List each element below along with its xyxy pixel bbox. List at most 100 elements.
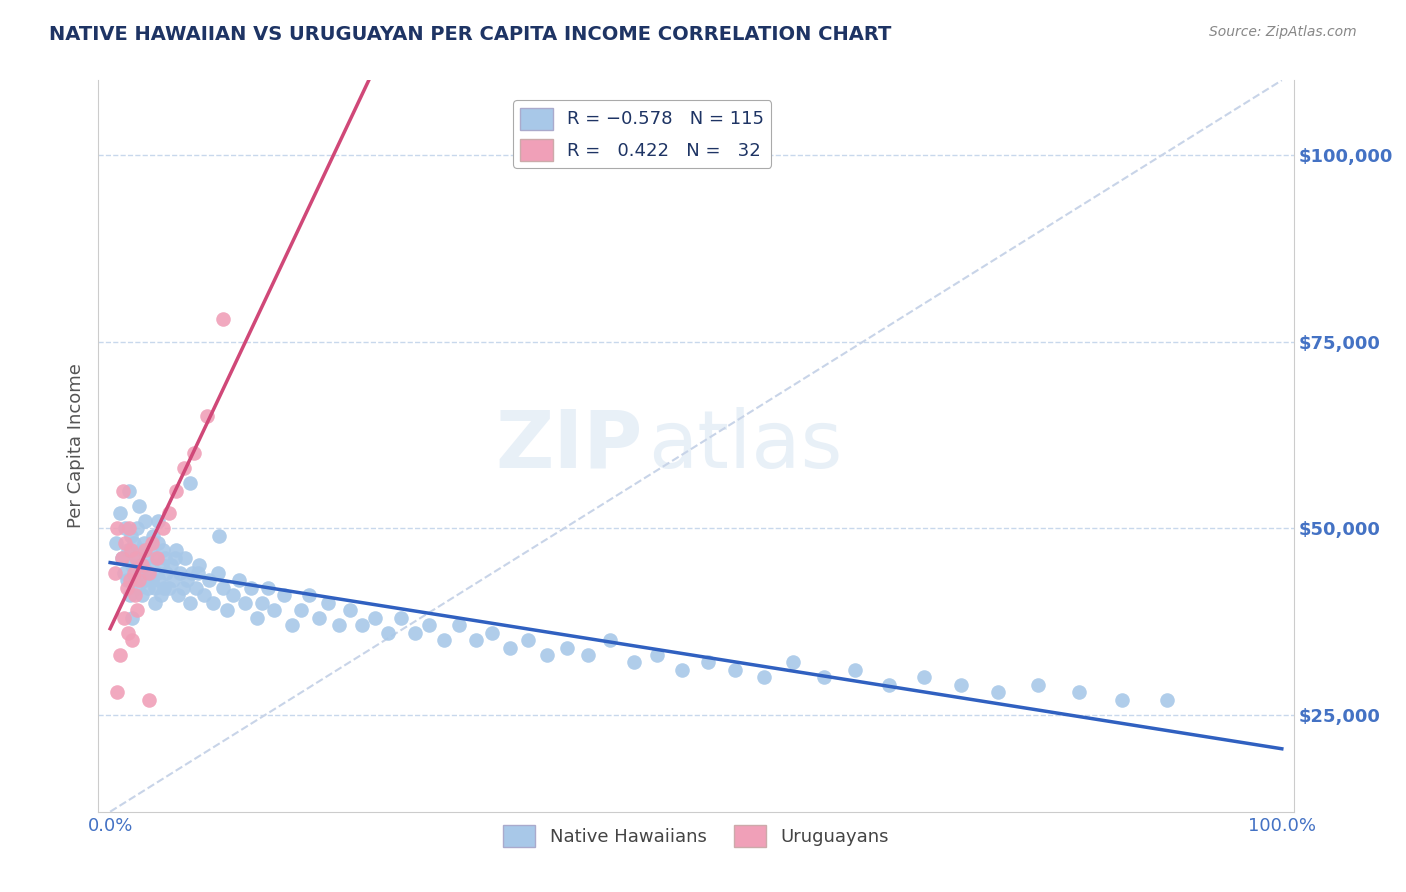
- Point: [148, 514, 170, 528]
- Point: [184, 581, 207, 595]
- Point: [114, 536, 136, 550]
- Point: [120, 574, 141, 588]
- Point: [1026, 678, 1049, 692]
- Point: [752, 670, 775, 684]
- Point: [167, 588, 190, 602]
- Point: [148, 536, 170, 550]
- Point: [129, 543, 152, 558]
- Point: [844, 663, 866, 677]
- Point: [141, 558, 163, 573]
- Point: [239, 581, 262, 595]
- Point: [143, 581, 166, 595]
- Point: [112, 566, 135, 580]
- Point: [328, 618, 350, 632]
- Point: [252, 596, 274, 610]
- Point: [118, 521, 141, 535]
- Point: [208, 528, 231, 542]
- Point: [163, 551, 186, 566]
- Point: [433, 633, 456, 648]
- Point: [179, 596, 201, 610]
- Point: [197, 574, 219, 588]
- Point: [273, 588, 295, 602]
- Point: [121, 610, 143, 624]
- Point: [389, 610, 412, 624]
- Point: [364, 610, 387, 624]
- Point: [157, 506, 180, 520]
- Point: [246, 610, 269, 624]
- Point: [377, 625, 399, 640]
- Point: [132, 536, 156, 550]
- Point: [176, 574, 198, 588]
- Point: [211, 312, 233, 326]
- Text: ZIP: ZIP: [495, 407, 643, 485]
- Point: [118, 483, 141, 498]
- Point: [135, 551, 157, 566]
- Point: [105, 521, 128, 535]
- Point: [134, 574, 156, 588]
- Point: [114, 521, 136, 535]
- Point: [724, 663, 747, 677]
- Point: [120, 528, 142, 542]
- Point: [499, 640, 522, 655]
- Point: [148, 574, 170, 588]
- Point: [121, 633, 143, 648]
- Point: [1069, 685, 1091, 699]
- Point: [404, 625, 426, 640]
- Point: [298, 588, 321, 602]
- Point: [138, 692, 160, 706]
- Point: [122, 536, 145, 550]
- Point: [146, 566, 169, 580]
- Point: [125, 551, 148, 566]
- Text: atlas: atlas: [648, 407, 842, 485]
- Point: [111, 551, 134, 566]
- Point: [131, 588, 153, 602]
- Point: [188, 558, 211, 573]
- Point: [228, 574, 250, 588]
- Point: [536, 648, 558, 662]
- Point: [263, 603, 285, 617]
- Point: [576, 648, 599, 662]
- Point: [132, 558, 155, 573]
- Point: [517, 633, 540, 648]
- Legend: Native Hawaiians, Uruguayans: Native Hawaiians, Uruguayans: [495, 817, 897, 854]
- Point: [105, 536, 128, 550]
- Point: [149, 588, 172, 602]
- Point: [599, 633, 621, 648]
- Point: [169, 566, 191, 580]
- Point: [124, 588, 146, 602]
- Point: [105, 685, 128, 699]
- Point: [153, 581, 176, 595]
- Point: [122, 566, 145, 580]
- Point: [112, 610, 135, 624]
- Point: [127, 581, 149, 595]
- Point: [125, 551, 148, 566]
- Point: [152, 543, 174, 558]
- Point: [211, 581, 233, 595]
- Point: [128, 566, 150, 580]
- Point: [173, 461, 195, 475]
- Point: [647, 648, 669, 662]
- Point: [138, 566, 160, 580]
- Point: [134, 543, 156, 558]
- Point: [117, 543, 139, 558]
- Point: [127, 603, 149, 617]
- Point: [120, 588, 141, 602]
- Point: [179, 476, 201, 491]
- Point: [134, 514, 156, 528]
- Point: [145, 551, 167, 566]
- Point: [138, 566, 160, 580]
- Point: [150, 558, 173, 573]
- Point: [290, 603, 312, 617]
- Point: [308, 610, 330, 624]
- Point: [233, 596, 256, 610]
- Point: [141, 574, 163, 588]
- Point: [1156, 692, 1178, 706]
- Point: [193, 588, 215, 602]
- Point: [696, 656, 718, 670]
- Point: [877, 678, 901, 692]
- Point: [152, 521, 174, 535]
- Text: NATIVE HAWAIIAN VS URUGUAYAN PER CAPITA INCOME CORRELATION CHART: NATIVE HAWAIIAN VS URUGUAYAN PER CAPITA …: [49, 25, 891, 44]
- Point: [623, 656, 645, 670]
- Point: [207, 566, 229, 580]
- Point: [139, 543, 162, 558]
